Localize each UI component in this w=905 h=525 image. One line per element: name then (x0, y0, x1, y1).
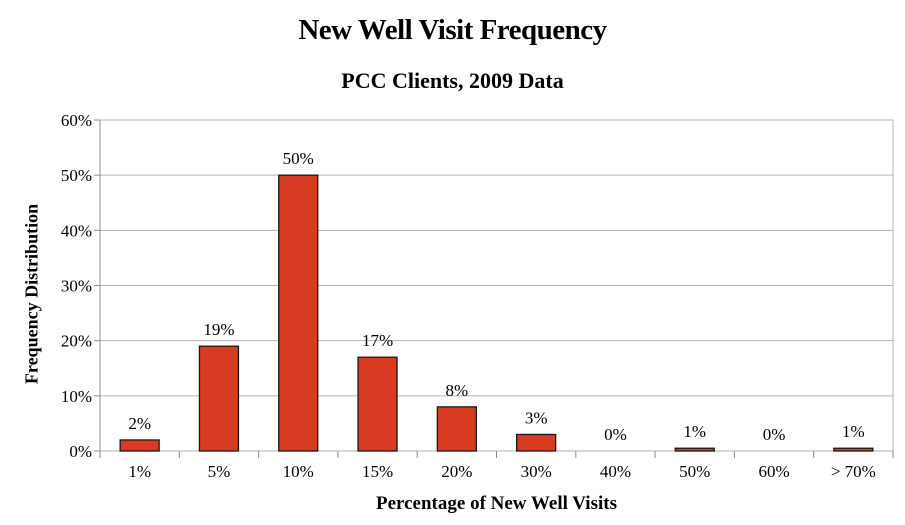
y-tick-label: 0% (69, 442, 92, 461)
x-tick-label: 20% (441, 462, 472, 481)
chart-subtitle: PCC Clients, 2009 Data (341, 68, 564, 93)
bar (436, 406, 478, 452)
bar (833, 447, 874, 452)
data-label: 0% (763, 425, 786, 444)
x-tick-label: 40% (600, 462, 631, 481)
y-tick-label: 50% (61, 166, 92, 185)
chart-title: New Well Visit Frequency (298, 14, 607, 46)
data-label: 19% (203, 320, 234, 339)
x-tick-label: 30% (521, 462, 552, 481)
data-label: 17% (362, 331, 393, 350)
x-axis-label: Percentage of New Well Visits (376, 493, 617, 514)
y-tick-label: 20% (61, 332, 92, 351)
x-tick-label: 60% (758, 462, 789, 481)
x-tick-label: 50% (679, 462, 710, 481)
bar (278, 174, 319, 452)
bar (119, 439, 160, 452)
bar (198, 345, 240, 452)
bars-layer (119, 174, 874, 452)
data-label: 3% (525, 408, 548, 427)
data-label: 1% (842, 422, 865, 441)
x-tick-label: 1% (128, 462, 151, 481)
bar (357, 356, 398, 452)
x-tick-label: 10% (283, 462, 314, 481)
bar (516, 433, 557, 452)
data-label: 2% (128, 414, 151, 433)
bar (674, 447, 715, 452)
x-tick-label: > 70% (831, 462, 876, 481)
y-tick-label: 30% (61, 277, 92, 296)
labels-layer: 0% 10% 20% 30% 40% 50% 60% 2% 1% 19% 5% 50% 10% 17% 15… (61, 111, 876, 481)
data-label: 50% (283, 149, 314, 168)
data-label: 8% (446, 381, 469, 400)
y-tick-label: 60% (61, 111, 92, 130)
x-tick-label: 15% (362, 462, 393, 481)
y-tick-label: 10% (61, 387, 92, 406)
data-label: 0% (604, 425, 627, 444)
data-label: 1% (683, 422, 706, 441)
x-tick-label: 5% (208, 462, 231, 481)
y-tick-label: 40% (61, 221, 92, 240)
